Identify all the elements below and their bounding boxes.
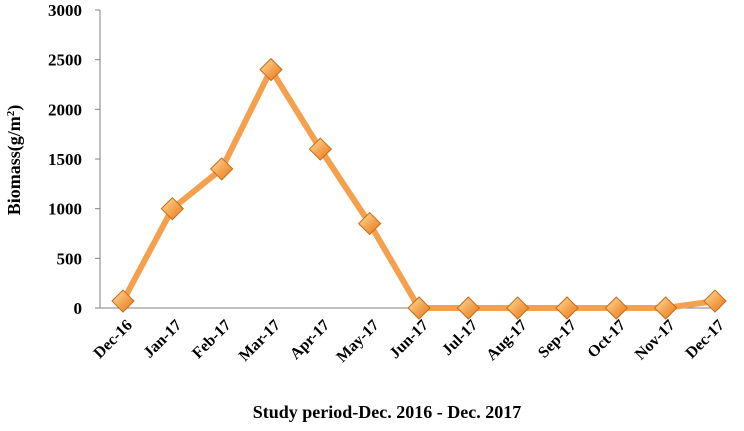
data-point-marker — [259, 57, 283, 82]
x-axis-ticks: Dec-16 Jan-17 Feb-17 Mar-17 Apr-17 May-17 Jun-… — [91, 317, 728, 366]
x-axis-title: Study period-Dec. 2016 - Dec. 2017 — [253, 402, 521, 422]
data-point-marker — [407, 296, 431, 320]
data-point-marker — [703, 289, 727, 313]
x-tick-label: May-17 — [333, 317, 382, 366]
data-point-marker — [555, 296, 579, 320]
x-tick-label: Jul-17 — [439, 317, 481, 359]
y-axis-ticks: 0 500 1000 1500 2000 2500 3000 — [48, 1, 100, 318]
y-axis-title-suffix: ) — [4, 105, 25, 111]
y-axis-title-main: Biomass(g/m — [4, 116, 25, 215]
x-tick-label: Dec-17 — [683, 317, 728, 362]
x-tick-label: Apr-17 — [287, 317, 333, 363]
x-tick-label: Oct-17 — [584, 317, 629, 362]
y-tick-label: 2500 — [48, 51, 82, 70]
x-tick-label: Mar-17 — [236, 317, 284, 365]
series-layer — [111, 57, 727, 320]
y-axis-title: Biomass(g/m2) — [4, 105, 25, 216]
y-tick-label: 2000 — [48, 100, 82, 119]
data-point-marker — [308, 137, 333, 161]
data-point-marker — [604, 296, 629, 320]
data-point-marker — [209, 157, 234, 181]
x-tick-label: Nov-17 — [632, 317, 679, 364]
y-tick-label: 0 — [74, 299, 83, 318]
y-tick-label: 500 — [57, 249, 83, 268]
data-point-marker — [653, 296, 678, 320]
data-point-marker — [456, 296, 481, 320]
data-point-marker — [111, 289, 135, 313]
y-axis-title-superscript: 2 — [5, 110, 17, 116]
y-tick-label: 3000 — [48, 1, 82, 20]
x-tick-label: Jun-17 — [386, 317, 431, 362]
series-line — [120, 66, 716, 311]
data-point-marker — [160, 196, 185, 221]
y-tick-label: 1500 — [48, 150, 82, 169]
x-tick-label: Aug-17 — [483, 317, 530, 364]
x-tick-label: Feb-17 — [189, 317, 234, 362]
data-point-marker — [357, 211, 382, 236]
y-tick-label: 1000 — [48, 200, 82, 219]
x-tick-label: Jan-17 — [140, 317, 185, 362]
x-tick-label: Sep-17 — [535, 317, 580, 362]
x-tick-label: Dec-16 — [91, 317, 136, 362]
data-point-marker — [505, 296, 530, 320]
